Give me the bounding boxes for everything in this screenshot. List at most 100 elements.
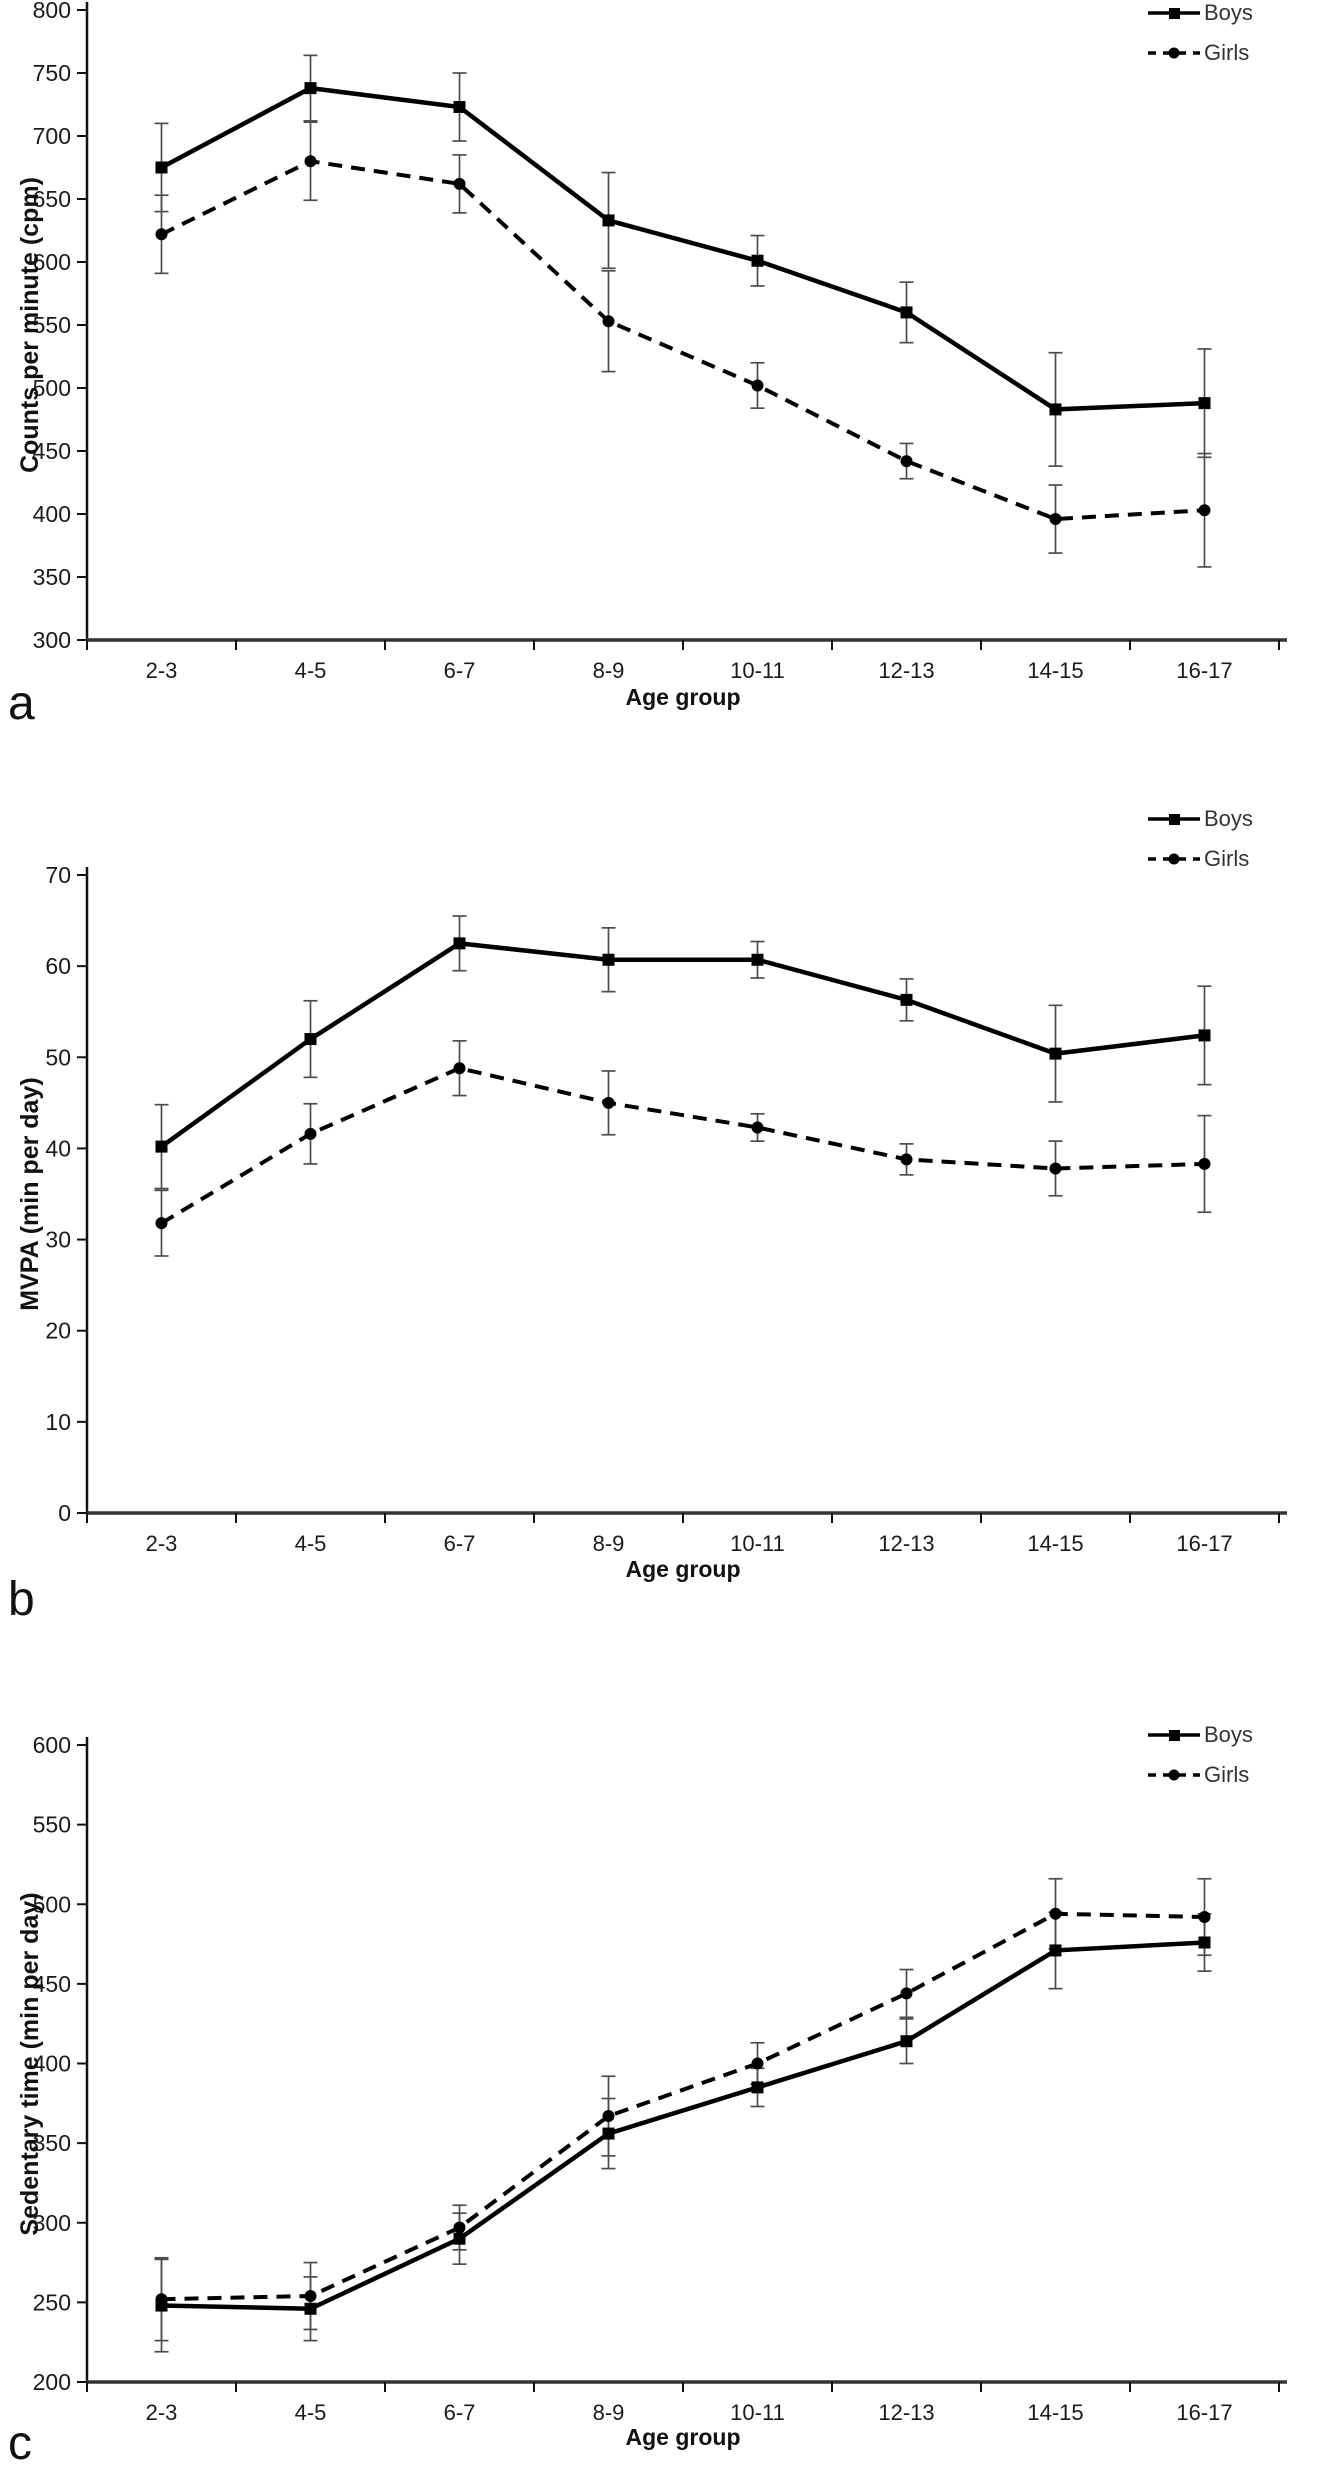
y-tick-label: 500	[33, 375, 71, 401]
girls-point-marker	[1198, 1157, 1211, 1170]
x-tick-label: 12-13	[878, 2400, 934, 2425]
y-tick-label: 350	[33, 2130, 71, 2156]
x-tick-label: 10-11	[730, 1531, 785, 1556]
boys-point-marker	[453, 101, 466, 114]
boys-point-marker	[602, 2127, 615, 2140]
girls-point-marker	[900, 455, 913, 468]
y-tick-label: 300	[33, 2210, 71, 2236]
x-tick-label: 4-5	[295, 658, 327, 683]
girls-point-marker	[453, 177, 466, 190]
x-tick-label: 14-15	[1027, 2400, 1083, 2425]
x-tick-label: 16-17	[1176, 1531, 1232, 1556]
y-tick-label: 70	[45, 862, 71, 888]
x-tick-label: 12-13	[878, 658, 934, 683]
girls-point-marker	[602, 2110, 615, 2123]
panel-b-y-axis-title: MVPA (min per day)	[16, 1077, 44, 1311]
panel-a-legend-item-girls: Girls	[1148, 40, 1318, 66]
y-tick-label: 400	[33, 2051, 71, 2077]
boys-point-marker	[304, 1033, 317, 1046]
girls-line	[160, 1066, 1205, 1225]
girls-point-marker	[1049, 513, 1062, 526]
panel-a-legend-item-boys: Boys	[1148, 0, 1318, 26]
x-tick-label: 14-15	[1027, 1531, 1083, 1556]
panel-c-legend: Boys Girls	[1148, 1722, 1318, 1802]
boys-point-marker	[751, 254, 764, 267]
boys-point-marker	[1049, 1944, 1062, 1957]
panel-c-x-axis-title: Age group	[625, 2424, 741, 2450]
girls-point-marker	[304, 155, 317, 168]
boys-point-marker	[900, 993, 913, 1006]
y-tick-label: 30	[45, 1227, 71, 1253]
girls-point-marker	[1049, 1907, 1062, 1920]
boys-point-marker	[304, 82, 317, 95]
y-tick-label: 700	[33, 123, 71, 149]
boys-line-sample-icon	[1148, 8, 1200, 19]
girls-point-marker	[751, 1121, 764, 1134]
x-tick-label: 16-17	[1176, 2400, 1232, 2425]
girls-legend-label: Girls	[1204, 40, 1250, 65]
girls-point-marker	[900, 1153, 913, 1166]
x-tick-label: 2-3	[146, 2400, 178, 2425]
y-tick-label: 60	[45, 953, 71, 979]
boys-point-marker	[304, 2302, 317, 2315]
boys-legend-label: Boys	[1204, 1722, 1253, 1747]
panel-b-legend-item-girls: Girls	[1148, 846, 1318, 872]
boys-point-marker	[155, 161, 168, 174]
x-tick-label: 8-9	[593, 1531, 625, 1556]
girls-point-marker	[751, 2057, 764, 2070]
boys-point-marker	[751, 2081, 764, 2094]
boys-point-marker	[1049, 403, 1062, 416]
y-tick-label: 250	[33, 2289, 71, 2315]
boys-line-sample-icon	[1148, 814, 1200, 825]
x-tick-label: 2-3	[146, 658, 178, 683]
y-tick-label: 450	[33, 1971, 71, 1997]
panel-c-legend-item-girls: Girls	[1148, 1762, 1318, 1788]
boys-point-marker	[900, 306, 913, 319]
x-tick-label: 12-13	[878, 1531, 934, 1556]
x-tick-label: 8-9	[593, 2400, 625, 2425]
y-tick-label: 450	[33, 438, 71, 464]
panel-b-plot: 0 10 20 30 40 50 60 70 2-3 4-5 6-7 8-9 10-11 12-13 14-…	[45, 862, 1287, 1556]
y-tick-label: 650	[33, 186, 71, 212]
panel-a-legend: Boys Girls	[1148, 0, 1318, 80]
boys-line-sample-icon	[1148, 1730, 1200, 1741]
girls-point-marker	[453, 1062, 466, 1075]
boys-legend-label: Boys	[1204, 0, 1253, 25]
boys-line	[160, 85, 1205, 412]
y-tick-label: 500	[33, 1891, 71, 1917]
y-tick-label: 800	[33, 0, 71, 23]
x-tick-label: 4-5	[295, 2400, 327, 2425]
y-tick-label: 200	[33, 2369, 71, 2395]
x-tick-label: 10-11	[730, 2400, 785, 2425]
y-tick-label: 350	[33, 564, 71, 590]
girls-legend-label: Girls	[1204, 1762, 1250, 1787]
panel-c-y-axis-title: Sedentary time (min per day)	[16, 1892, 44, 2236]
boys-point-marker	[1198, 1936, 1211, 1949]
x-tick-label: 6-7	[444, 658, 476, 683]
girls-line-sample-icon	[1148, 1769, 1200, 1781]
panel-c-letter: c	[8, 2417, 32, 2469]
girls-line	[161, 1911, 1205, 2302]
girls-line-sample-icon	[1148, 853, 1200, 865]
x-tick-label: 10-11	[730, 658, 785, 683]
panel-b-x-axis-title: Age group	[625, 1556, 741, 1582]
boys-line	[160, 941, 1205, 1149]
boys-point-marker	[453, 937, 466, 950]
girls-point-marker	[155, 1217, 168, 1230]
y-tick-label: 600	[33, 1732, 71, 1758]
panel-a-y-axis-title: Counts per minute (cpm)	[16, 177, 44, 473]
boys-legend-label: Boys	[1204, 806, 1253, 831]
x-tick-label: 8-9	[593, 658, 625, 683]
y-tick-label: 600	[33, 249, 71, 275]
boys-point-marker	[1198, 397, 1211, 410]
y-tick-label: 40	[45, 1135, 71, 1161]
x-tick-label: 2-3	[146, 1531, 178, 1556]
panel-c-legend-item-boys: Boys	[1148, 1722, 1318, 1748]
x-tick-label: 4-5	[295, 1531, 327, 1556]
boys-point-marker	[900, 2035, 913, 2048]
y-tick-label: 400	[33, 501, 71, 527]
girls-point-marker	[1198, 504, 1211, 517]
x-tick-label: 14-15	[1027, 658, 1083, 683]
